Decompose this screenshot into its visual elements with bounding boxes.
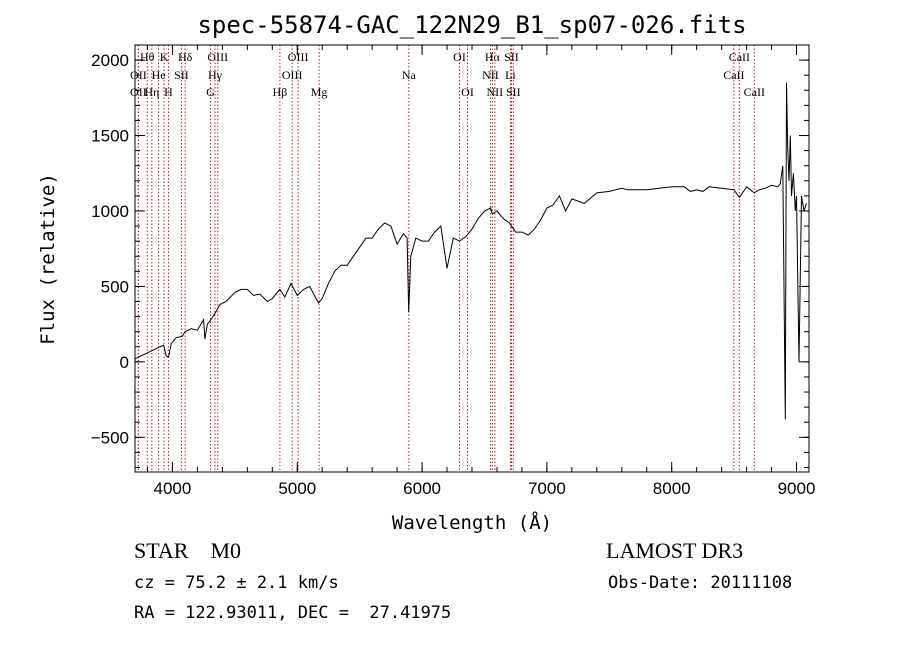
spectral-line-label: CaII	[744, 85, 765, 99]
y-tick-label: 500	[101, 277, 129, 296]
spectral-line-label: SII	[504, 50, 519, 64]
x-tick-label: 8000	[653, 479, 691, 498]
spectral-line-label: CaII	[723, 68, 744, 82]
y-tick-label: 2000	[91, 51, 129, 70]
y-tick-label: 1500	[91, 127, 129, 146]
redshift-readout: cz = 75.2 ± 2.1 km/s	[134, 573, 339, 593]
spectral-line-label: NII	[487, 85, 504, 99]
spectral-line-label: Hγ	[208, 68, 223, 82]
spectrum-series-line	[134, 82, 807, 420]
x-axis-label: Wavelength (Å)	[392, 511, 552, 534]
obs-date-readout: Obs-Date: 20111108	[608, 573, 793, 593]
spectral-line-label: Hβ	[273, 85, 288, 99]
survey-label: LAMOST DR3	[606, 538, 744, 563]
spectral-line-label: OI	[453, 50, 466, 64]
spectral-line-label: NII	[482, 68, 499, 82]
spectral-line-label: SII	[506, 85, 521, 99]
spectral-line-label: SII	[174, 68, 189, 82]
y-tick-label: −500	[91, 428, 129, 447]
chart-title: spec-55874-GAC_122N29_B1_sp07-026.fits	[197, 11, 746, 39]
spectral-line-label: Hη	[144, 85, 159, 99]
axis-ticks: 4000 5000 6000 7000 8000 9000 −500 0 500 1000 1500…	[91, 44, 816, 498]
x-tick-label: 7000	[528, 479, 566, 498]
spectral-line-label: Mg	[311, 85, 328, 99]
x-tick-label: 9000	[778, 479, 816, 498]
plot-frame	[134, 44, 810, 473]
x-tick-label: 4000	[154, 479, 192, 498]
spectral-line-label: Na	[402, 68, 417, 82]
series-layer	[134, 82, 807, 420]
spectral-line-label: Hα	[485, 50, 501, 64]
spectral-line-label: Li	[505, 68, 516, 82]
spectral-line-label: Hθ	[140, 50, 155, 64]
spectral-line-label: OII	[130, 85, 147, 99]
spectral-line-label: G	[206, 85, 215, 99]
star-class-label: STAR M0	[134, 538, 242, 563]
y-tick-label: 0	[120, 353, 129, 372]
spectral-line-label: H	[164, 85, 173, 99]
spectral-lines-layer: HθOIIOIIKHeHηHδSIIHOIIIHγGOIIIOIIIHβMgNa…	[130, 45, 765, 472]
y-axis-label: Flux (relative)	[37, 173, 59, 345]
y-tick-label: 1000	[91, 202, 129, 221]
spectral-line-label: K	[160, 50, 169, 64]
spectral-line-label: OIII	[288, 50, 309, 64]
x-tick-label: 6000	[403, 479, 441, 498]
x-tick-label: 5000	[278, 479, 316, 498]
ra-dec-readout: RA = 122.93011, DEC = 27.41975	[134, 603, 452, 623]
spectral-line-label: CaII	[729, 50, 750, 64]
spectral-line-label: OIII	[207, 50, 228, 64]
spectral-line-label: Hδ	[178, 50, 193, 64]
spectral-line-label: He	[152, 68, 166, 82]
spectral-line-label: OIII	[282, 68, 303, 82]
spectral-line-label: OI	[461, 85, 474, 99]
